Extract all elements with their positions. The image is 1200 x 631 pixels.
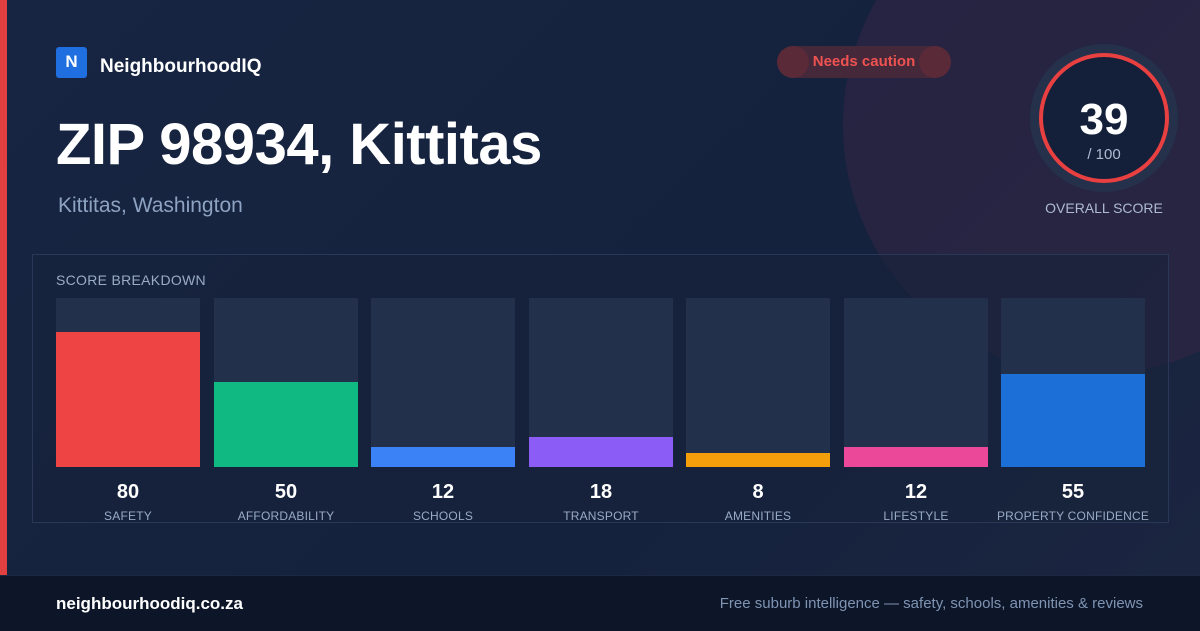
page-title: ZIP 98934, Kittitas xyxy=(56,112,542,177)
score-bar-fill xyxy=(1001,374,1145,467)
score-bar-label: PROPERTY CONFIDENCE xyxy=(996,509,1150,523)
page-subtitle: Kittitas, Washington xyxy=(58,194,243,217)
score-bar-property-confidence: 55 PROPERTY CONFIDENCE xyxy=(997,298,1149,523)
score-bar-track xyxy=(529,298,673,467)
brand-logo-icon: N xyxy=(56,46,87,78)
score-bar-value: 55 xyxy=(1061,481,1085,503)
score-bar-value: 18 xyxy=(589,481,613,503)
score-bar-value: 12 xyxy=(904,481,928,503)
footer-url-link[interactable]: neighbourhoodiq.co.za xyxy=(56,594,243,613)
footer: neighbourhoodiq.co.za Free suburb intell… xyxy=(0,575,1200,631)
score-breakdown-title: SCORE BREAKDOWN xyxy=(56,272,206,288)
score-bar-label: AMENITIES xyxy=(724,509,792,523)
accent-bar xyxy=(0,0,7,575)
score-bar-schools: 12 SCHOOLS xyxy=(371,298,515,523)
overall-score-ring: 39 / 100 xyxy=(1030,44,1178,192)
score-bar-fill xyxy=(529,437,673,467)
score-bar-value: 50 xyxy=(274,481,298,503)
score-bar-label: LIFESTYLE xyxy=(883,509,949,523)
status-badge: Needs caution xyxy=(777,46,951,78)
score-bar-value: 12 xyxy=(431,481,455,503)
score-bar-label: SAFETY xyxy=(104,509,152,523)
score-bar-track xyxy=(1001,298,1145,467)
score-bar-fill xyxy=(371,447,515,467)
score-bar-track xyxy=(371,298,515,467)
score-bar-safety: 80 SAFETY xyxy=(56,298,200,523)
footer-tagline: Free suburb intelligence — safety, schoo… xyxy=(719,595,1143,612)
score-bar-label: TRANSPORT xyxy=(563,509,639,523)
score-bar-amenities: 8 AMENITIES xyxy=(686,298,830,523)
score-bar-track xyxy=(214,298,358,467)
score-bar-track xyxy=(844,298,988,467)
overall-score-total: / 100 xyxy=(1087,146,1121,163)
score-bar-transport: 18 TRANSPORT xyxy=(529,298,673,523)
score-bar-value: 80 xyxy=(116,481,140,503)
score-breakdown: SCORE BREAKDOWN 80 SAFETY 50 AFFORDABILITY 1… xyxy=(32,254,1169,523)
overall-score-ring-inner: 39 / 100 xyxy=(1039,53,1169,183)
score-bar-fill xyxy=(214,382,358,467)
status-badge-label: Needs caution xyxy=(812,53,916,70)
brand[interactable]: N NeighbourhoodIQ xyxy=(56,46,261,78)
score-bar-value: 8 xyxy=(752,481,764,503)
overall-score-caption: OVERALL SCORE xyxy=(1045,200,1163,216)
score-bar-track xyxy=(56,298,200,467)
overall-score-value: 39 xyxy=(1079,95,1129,144)
score-bar-lifestyle: 12 LIFESTYLE xyxy=(844,298,988,523)
score-bar-track xyxy=(686,298,830,467)
score-bar-affordability: 50 AFFORDABILITY xyxy=(214,298,358,523)
score-bar-fill xyxy=(844,447,988,467)
score-bar-fill xyxy=(686,453,830,467)
score-bar-fill xyxy=(56,332,200,467)
score-bar-label: SCHOOLS xyxy=(412,509,474,523)
brand-name: NeighbourhoodIQ xyxy=(100,56,262,77)
hero-panel: N NeighbourhoodIQ Needs caution ZIP 9893… xyxy=(0,0,1200,575)
score-bar-label: AFFORDABILITY xyxy=(237,509,335,523)
